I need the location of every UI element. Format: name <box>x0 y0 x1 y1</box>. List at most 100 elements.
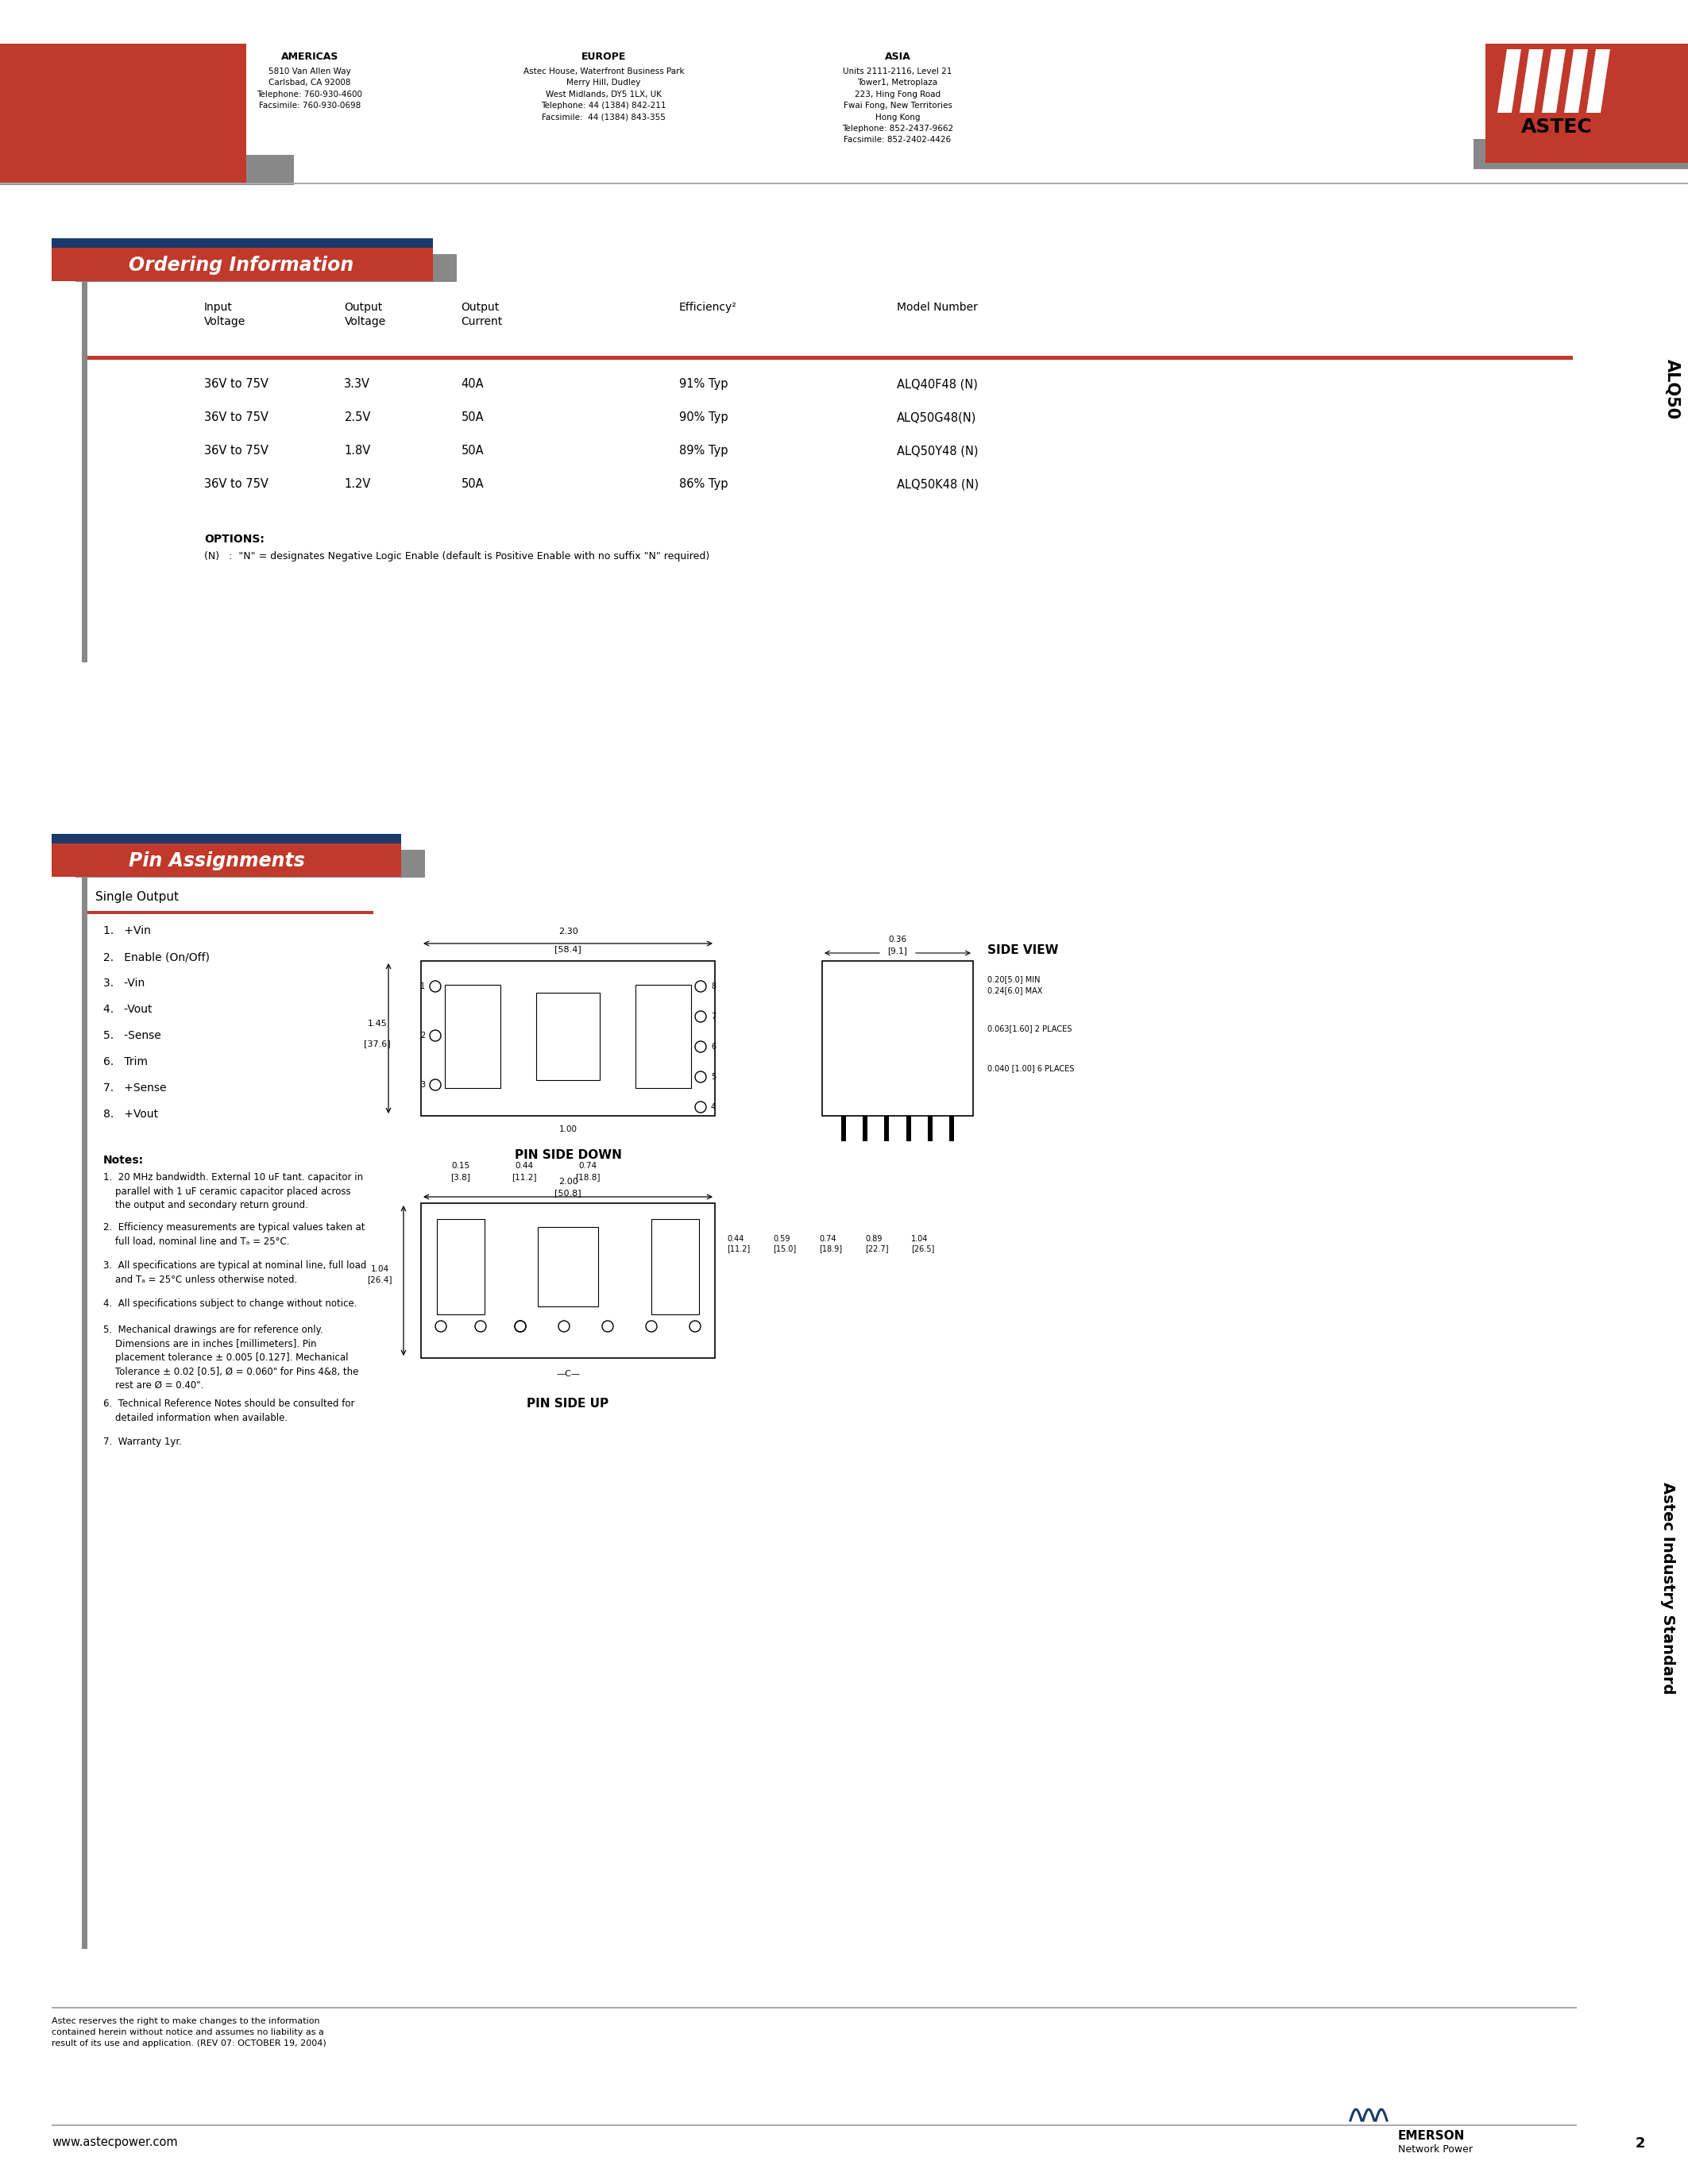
Bar <box>538 1227 598 1306</box>
Bar <box>1485 44 1688 164</box>
Text: 3.3V: 3.3V <box>344 378 370 391</box>
Text: 8: 8 <box>711 983 716 989</box>
Text: 5.  Mechanical drawings are for reference only.
    Dimensions are in inches [mi: 5. Mechanical drawings are for reference… <box>103 1326 358 1391</box>
Text: 50A: 50A <box>461 446 484 456</box>
Text: EUROPE: EUROPE <box>581 52 626 61</box>
Text: 91% Typ: 91% Typ <box>679 378 728 391</box>
Text: 1.   +Vin: 1. +Vin <box>103 926 150 937</box>
Text: PIN SIDE UP: PIN SIDE UP <box>527 1398 609 1409</box>
Bar <box>52 238 432 280</box>
Text: www.astecpower.com: www.astecpower.com <box>52 2136 177 2149</box>
Text: [18.8]: [18.8] <box>576 1173 601 1182</box>
Text: 0.15: 0.15 <box>452 1162 469 1171</box>
Bar <box>437 1219 484 1315</box>
Text: Astec House, Waterfront Business Park
Merry Hill, Dudley
West Midlands, DY5 1LX,: Astec House, Waterfront Business Park Me… <box>523 68 684 120</box>
Polygon shape <box>1497 50 1521 114</box>
Bar <box>446 985 500 1088</box>
Polygon shape <box>1587 50 1610 114</box>
Text: 3.  All specifications are typical at nominal line, full load
    and Tₐ = 25°C : 3. All specifications are typical at nom… <box>103 1260 366 1284</box>
Bar <box>420 961 716 1116</box>
Text: Single Output: Single Output <box>95 891 179 902</box>
Text: 4.  All specifications subject to change without notice.: 4. All specifications subject to change … <box>103 1299 358 1308</box>
Text: ALQ50G48(N): ALQ50G48(N) <box>896 411 977 424</box>
Text: 1: 1 <box>420 983 425 989</box>
Text: 0.74
[18.9]: 0.74 [18.9] <box>819 1234 842 1254</box>
Text: 2.  Efficiency measurements are typical values taken at
    full load, nominal l: 2. Efficiency measurements are typical v… <box>103 1223 365 1247</box>
Polygon shape <box>1565 50 1588 114</box>
Text: 50A: 50A <box>461 478 484 489</box>
Text: 36V to 75V: 36V to 75V <box>204 411 268 424</box>
Text: 0.040 [1.00] 6 PLACES: 0.040 [1.00] 6 PLACES <box>987 1064 1074 1072</box>
Text: ALQ50: ALQ50 <box>1664 358 1680 419</box>
Text: [3.8]: [3.8] <box>451 1173 471 1182</box>
Bar <box>81 282 88 662</box>
Text: Input
Voltage: Input Voltage <box>204 301 246 328</box>
Bar <box>863 1116 868 1142</box>
Text: 50A: 50A <box>461 411 484 424</box>
Text: 1.04
[26.5]: 1.04 [26.5] <box>912 1234 935 1254</box>
Bar <box>1474 140 1688 168</box>
Text: 0.063[1.60] 2 PLACES: 0.063[1.60] 2 PLACES <box>987 1024 1072 1033</box>
Bar <box>76 253 457 282</box>
Text: 2: 2 <box>1636 2136 1646 2151</box>
Text: 36V to 75V: 36V to 75V <box>204 378 268 391</box>
Bar <box>88 911 373 915</box>
Text: 90% Typ: 90% Typ <box>679 411 728 424</box>
Polygon shape <box>1519 50 1543 114</box>
Text: 2.30: 2.30 <box>559 928 577 935</box>
Bar <box>841 1116 846 1142</box>
Text: 86% Typ: 86% Typ <box>679 478 728 489</box>
Bar <box>52 834 402 876</box>
Text: 0.59
[15.0]: 0.59 [15.0] <box>773 1234 797 1254</box>
Text: [26.4]: [26.4] <box>368 1275 392 1284</box>
Text: ASIA: ASIA <box>885 52 910 61</box>
Text: (N)   :  "N" = designates Negative Logic Enable (default is Positive Enable with: (N) : "N" = designates Negative Logic En… <box>204 550 709 561</box>
Text: 2.5V: 2.5V <box>344 411 371 424</box>
Bar <box>635 985 690 1088</box>
Text: 5: 5 <box>711 1072 716 1081</box>
Bar <box>52 247 432 282</box>
Text: Units 2111-2116, Level 21
Tower1, Metroplaza
223, Hing Fong Road
Fwai Fong, New : Units 2111-2116, Level 21 Tower1, Metrop… <box>842 68 954 144</box>
Text: 4: 4 <box>711 1103 716 1112</box>
Text: 4.   -Vout: 4. -Vout <box>103 1005 152 1016</box>
Bar <box>537 994 599 1081</box>
Text: Efficiency²: Efficiency² <box>679 301 736 312</box>
Bar <box>949 1116 954 1142</box>
Text: 40A: 40A <box>461 378 484 391</box>
Text: 3.   -Vin: 3. -Vin <box>103 978 145 989</box>
Text: EMERSON: EMERSON <box>1398 2129 1465 2143</box>
Text: 2: 2 <box>420 1031 425 1040</box>
Polygon shape <box>1541 50 1566 114</box>
Text: 7.  Warranty 1yr.: 7. Warranty 1yr. <box>103 1437 182 1448</box>
Text: Astec reserves the right to make changes to the information
contained herein wit: Astec reserves the right to make changes… <box>52 2018 326 2046</box>
Text: 89% Typ: 89% Typ <box>679 446 728 456</box>
Text: ALQ40F48 (N): ALQ40F48 (N) <box>896 378 977 391</box>
Bar <box>88 356 1573 360</box>
Text: 36V to 75V: 36V to 75V <box>204 478 268 489</box>
Text: 36V to 75V: 36V to 75V <box>204 446 268 456</box>
Text: 0.74: 0.74 <box>579 1162 598 1171</box>
Text: 2.00: 2.00 <box>559 1177 577 1186</box>
Bar <box>928 1116 932 1142</box>
Text: 5.   -Sense: 5. -Sense <box>103 1031 160 1042</box>
Text: Output
Current: Output Current <box>461 301 503 328</box>
Text: 1.8V: 1.8V <box>344 446 371 456</box>
Text: [58.4]: [58.4] <box>555 946 581 952</box>
Text: 1.04: 1.04 <box>371 1265 388 1273</box>
Text: 7: 7 <box>711 1013 716 1020</box>
Bar <box>81 876 88 1948</box>
Text: 2.   Enable (On/Off): 2. Enable (On/Off) <box>103 952 209 963</box>
Text: 1.2V: 1.2V <box>344 478 371 489</box>
Bar <box>0 44 246 183</box>
Text: [37.6]: [37.6] <box>365 1040 390 1048</box>
Text: SIDE VIEW: SIDE VIEW <box>987 943 1058 957</box>
Text: Pin Assignments: Pin Assignments <box>128 852 306 871</box>
Text: ALQ50K48 (N): ALQ50K48 (N) <box>896 478 979 489</box>
Bar <box>906 1116 912 1142</box>
Text: 1.  20 MHz bandwidth. External 10 uF tant. capacitor in
    parallel with 1 uF c: 1. 20 MHz bandwidth. External 10 uF tant… <box>103 1173 363 1210</box>
Bar <box>0 155 294 186</box>
Text: 1.00: 1.00 <box>559 1125 577 1133</box>
Text: 0.44
[11.2]: 0.44 [11.2] <box>728 1234 749 1254</box>
Text: PIN SIDE DOWN: PIN SIDE DOWN <box>515 1149 621 1162</box>
Text: 0.24[6.0] MAX: 0.24[6.0] MAX <box>987 987 1043 994</box>
